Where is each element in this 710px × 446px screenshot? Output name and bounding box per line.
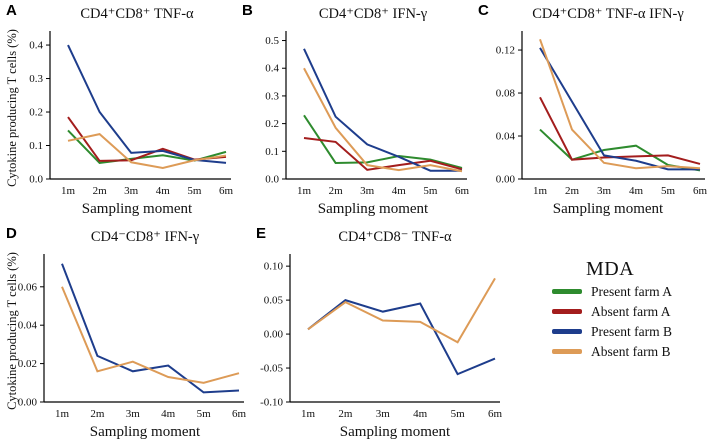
legend-item-absent-farm-b: Absent farm B [552,342,710,361]
legend-label-absent-farm-a: Absent farm A [591,303,671,319]
svg-text:6m: 6m [488,408,503,420]
panel-c-title: CD4⁺CD8⁺ TNF-α IFN-γ [532,6,684,22]
panel-a-chart: 0.0 0.1 0.2 0.3 0.4 1m 2m 3m 4m 5m 6m [29,31,234,197]
svg-text:4m: 4m [161,408,176,420]
svg-text:4m: 4m [392,185,407,197]
legend-swatch-present-farm-b [552,329,582,334]
panel-b-chart: 0.0 0.1 0.2 0.3 0.4 0.5 1m 2m 3m 4m 5m 6m [265,31,470,197]
panel-e-letter: E [256,225,267,242]
svg-text:0.5: 0.5 [265,35,279,47]
svg-text:2m: 2m [329,185,344,197]
svg-text:6m: 6m [219,185,234,197]
legend: MDA Present farm A Absent farm A Present… [552,258,710,361]
svg-text:0.4: 0.4 [29,40,43,52]
panel-d-title: CD4⁻CD8⁺ IFN-γ [90,229,200,245]
svg-text:1m: 1m [55,408,70,420]
svg-text:0.00: 0.00 [18,397,38,409]
panel-a-title: CD4⁺CD8⁺ TNF-α [80,6,194,22]
panel-e-x-axis-label: Sampling moment [339,424,451,440]
svg-text:0.3: 0.3 [29,73,43,85]
svg-text:1m: 1m [297,185,312,197]
svg-text:0.2: 0.2 [29,107,43,119]
legend-title: MDA [586,258,635,280]
svg-text:6m: 6m [232,408,247,420]
svg-text:2m: 2m [565,185,580,197]
panel-c-letter: C [478,2,489,19]
svg-text:4m: 4m [629,185,644,197]
svg-text:0.4: 0.4 [265,63,279,75]
panel-a: A CD4⁺CD8⁺ TNF-α Cytokine producing T ce… [0,0,236,223]
svg-text:0.05: 0.05 [264,295,284,307]
svg-text:5m: 5m [197,408,212,420]
svg-text:-0.10: -0.10 [260,397,283,409]
svg-text:0.3: 0.3 [265,90,279,102]
legend-swatch-present-farm-a [552,289,582,294]
svg-text:0.00: 0.00 [264,329,284,341]
svg-text:0.10: 0.10 [264,261,284,273]
svg-text:0.06: 0.06 [18,281,38,293]
svg-text:0.00: 0.00 [496,174,516,186]
panel-c-chart: 0.00 0.04 0.08 0.12 1m 2m 3m 4m 5m 6m [496,31,708,197]
svg-text:5m: 5m [423,185,438,197]
panel-d: D CD4⁻CD8⁺ IFN-γ Cytokine producing T ce… [0,223,250,446]
svg-text:0.04: 0.04 [496,131,516,143]
svg-text:0.1: 0.1 [265,146,279,158]
panel-d-x-axis-label: Sampling moment [89,424,201,440]
panel-b: B CD4⁺CD8⁺ IFN-γ 0.0 0.1 0.2 0.3 0.4 0.5 1m 2m 3… [236,0,472,223]
svg-text:0.2: 0.2 [265,118,279,130]
panel-c: C CD4⁺CD8⁺ TNF-α IFN-γ 0.00 0.04 0.08 0.12 1… [472,0,710,223]
panel-e-title: CD4⁺CD8⁻ TNF-α [338,229,452,245]
svg-text:0.0: 0.0 [29,174,43,186]
panel-b-x-axis-label: Sampling moment [317,201,429,217]
svg-text:3m: 3m [124,185,139,197]
svg-text:4m: 4m [413,408,428,420]
svg-text:0.1: 0.1 [29,140,43,152]
svg-text:0.02: 0.02 [18,358,37,370]
svg-text:6m: 6m [455,185,470,197]
legend-swatch-absent-farm-a [552,309,582,314]
legend-swatch-absent-farm-b [552,349,582,354]
svg-text:2m: 2m [93,185,108,197]
svg-text:5m: 5m [451,408,466,420]
svg-text:3m: 3m [360,185,375,197]
svg-text:3m: 3m [597,185,612,197]
panel-d-chart: 0.00 0.02 0.04 0.06 1m 2m 3m 4m 5m 6m [18,254,247,420]
panel-b-letter: B [242,2,253,19]
panel-a-x-axis-label: Sampling moment [81,201,193,217]
panel-e: E CD4⁺CD8⁻ TNF-α -0.10 -0.05 0.00 0.05 0.10 1… [250,223,540,446]
legend-label-present-farm-b: Present farm B [591,323,672,339]
svg-text:5m: 5m [661,185,676,197]
svg-text:0.12: 0.12 [496,45,515,57]
svg-text:-0.05: -0.05 [260,363,283,375]
panel-e-chart: -0.10 -0.05 0.00 0.05 0.10 1m 2m 3m 4m 5m 6m [260,254,503,420]
svg-text:1m: 1m [301,408,316,420]
legend-item-absent-farm-a: Absent farm A [552,302,710,321]
legend-label-absent-farm-b: Absent farm B [591,343,671,359]
legend-item-present-farm-a: Present farm A [552,282,710,301]
svg-text:0.08: 0.08 [496,88,516,100]
svg-text:0.0: 0.0 [265,174,279,186]
svg-text:5m: 5m [187,185,202,197]
panel-d-letter: D [6,225,17,242]
panel-a-letter: A [6,2,17,19]
svg-text:1m: 1m [533,185,548,197]
svg-text:2m: 2m [90,408,105,420]
svg-text:3m: 3m [376,408,391,420]
svg-text:4m: 4m [156,185,171,197]
svg-text:1m: 1m [61,185,76,197]
legend-label-present-farm-a: Present farm A [591,283,672,299]
panel-b-title: CD4⁺CD8⁺ IFN-γ [318,6,428,22]
svg-text:3m: 3m [126,408,141,420]
legend-item-present-farm-b: Present farm B [552,322,710,341]
svg-text:2m: 2m [338,408,353,420]
panel-c-x-axis-label: Sampling moment [552,201,664,217]
svg-text:0.04: 0.04 [18,320,38,332]
svg-text:6m: 6m [693,185,708,197]
